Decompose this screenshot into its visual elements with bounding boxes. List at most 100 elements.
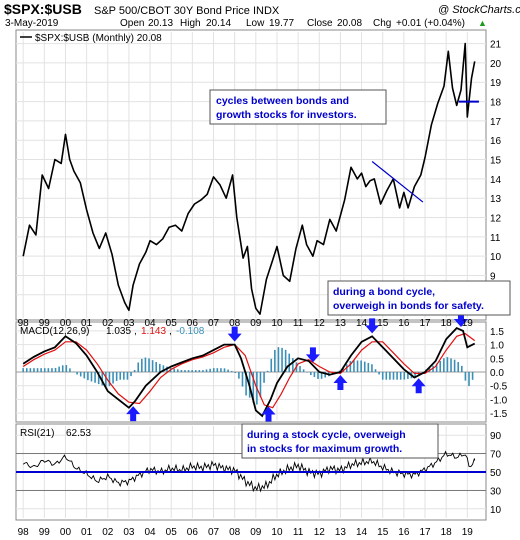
rsi-series-line bbox=[22, 450, 476, 493]
macd-histogram-bar bbox=[158, 363, 161, 372]
ohlc-low-label: Low bbox=[246, 18, 265, 29]
macd-histogram-bar bbox=[40, 368, 42, 372]
annotation-stock-line1: during a stock cycle, overweigh bbox=[247, 429, 406, 441]
macd-histogram-bar bbox=[450, 358, 452, 372]
downtrend-line bbox=[371, 161, 424, 203]
annotation-bond-line1: during a bond cycle, bbox=[333, 286, 435, 298]
rsi-legend-name: RSI(21) bbox=[20, 428, 54, 439]
price-x-tick-label: 11 bbox=[293, 318, 304, 329]
macd-histogram-bar bbox=[389, 372, 391, 380]
ohlc-chg-label: Chg bbox=[373, 18, 391, 29]
price-x-tick-label: 08 bbox=[229, 318, 241, 329]
macd-histogram-bar bbox=[61, 365, 64, 372]
watermark: @ StockCharts.com bbox=[438, 4, 520, 16]
signal-legend-value: 1.143 bbox=[141, 326, 166, 337]
macd-histogram-bar bbox=[245, 372, 247, 396]
macd-histogram-bar bbox=[87, 372, 89, 381]
macd-histogram-bar bbox=[180, 370, 183, 372]
macd-histogram-bar bbox=[123, 372, 125, 380]
macd-histogram-bar bbox=[36, 368, 39, 372]
macd-histogram-bar bbox=[414, 372, 416, 378]
symbol-description: S&P 500/CBOT 30Y Bond Price INDX bbox=[94, 5, 280, 17]
macd-histogram-bar bbox=[435, 363, 438, 372]
ohlc-close-value: 20.08 bbox=[337, 18, 362, 29]
macd-histogram-bar bbox=[320, 372, 323, 379]
price-x-tick-label: 10 bbox=[271, 318, 283, 329]
macd-histogram-bar bbox=[115, 372, 118, 381]
signal-series-line bbox=[22, 332, 476, 409]
price-y-tick-label: 13 bbox=[490, 194, 502, 205]
macd-histogram-bar bbox=[363, 361, 366, 372]
macd-histogram-bar bbox=[184, 370, 186, 372]
macd-histogram-bar bbox=[65, 365, 68, 372]
macd-histogram-bar bbox=[356, 360, 359, 372]
rsi-legend-value: 62.53 bbox=[66, 428, 91, 439]
macd-histogram-bar bbox=[230, 370, 233, 372]
rsi-x-tick-label: 08 bbox=[229, 527, 241, 538]
rsi-x-tick-label: 10 bbox=[271, 527, 283, 538]
rsi-x-tick-label: 17 bbox=[419, 527, 431, 538]
price-x-tick-label: 13 bbox=[335, 318, 347, 329]
macd-histogram-bar bbox=[202, 370, 204, 372]
macd-histogram-bar bbox=[29, 368, 32, 372]
macd-histogram-bar bbox=[399, 372, 402, 380]
macd-histogram-bar bbox=[374, 369, 377, 372]
macd-histogram-bar bbox=[22, 368, 24, 372]
macd-histogram-bar bbox=[173, 368, 175, 372]
macd-histogram-bar bbox=[187, 370, 190, 372]
arrow-down-shape bbox=[227, 326, 242, 342]
macd-histogram-bar bbox=[270, 358, 273, 372]
rsi-y-tick-label: 10 bbox=[490, 505, 502, 516]
macd-histogram-bar bbox=[317, 372, 319, 379]
macd-histogram-bar bbox=[105, 372, 107, 387]
macd-legend-name: MACD(12,26,9) bbox=[20, 326, 89, 337]
price-x-tick-label: 09 bbox=[250, 318, 262, 329]
price-x-tick-label: 12 bbox=[314, 318, 326, 329]
macd-histogram-bar bbox=[288, 353, 291, 372]
macd-histogram-bar bbox=[396, 372, 398, 380]
rsi-y-tick-label: 30 bbox=[490, 486, 502, 497]
macd-histogram-bar bbox=[162, 365, 165, 372]
rsi-x-tick-label: 11 bbox=[293, 527, 304, 538]
macd-arrow-icon bbox=[126, 406, 141, 422]
macd-histogram-bar bbox=[324, 372, 326, 378]
macd-histogram-bar bbox=[33, 368, 35, 372]
macd-arrow-icon bbox=[227, 326, 242, 342]
rsi-x-tick-label: 03 bbox=[123, 527, 135, 538]
macd-histogram-bar bbox=[54, 367, 57, 372]
annotation-cycles-line1: cycles between bonds and bbox=[216, 95, 349, 107]
price-y-tick-label: 9 bbox=[490, 271, 496, 282]
macd-histogram-bar bbox=[266, 370, 269, 372]
macd-histogram-bar bbox=[148, 358, 150, 372]
macd-histogram-bar bbox=[360, 360, 362, 372]
rsi-x-tick-label: 98 bbox=[18, 527, 30, 538]
price-x-tick-label: 19 bbox=[462, 318, 474, 329]
macd-y-tick-label: 0.5 bbox=[490, 354, 504, 365]
macd-series-line bbox=[22, 327, 476, 418]
macd-histogram-bar bbox=[446, 357, 449, 372]
price-y-tick-label: 21 bbox=[490, 40, 502, 51]
rsi-y-tick-label: 50 bbox=[490, 468, 502, 479]
price-x-tick-label: 05 bbox=[166, 318, 178, 329]
price-x-tick-label: 18 bbox=[441, 318, 453, 329]
ohlc-chg-value: +0.01 (+0.04%) bbox=[396, 18, 465, 29]
macd-legend-value: 1.035 bbox=[106, 326, 131, 337]
macd-y-tick-label: 0.0 bbox=[490, 368, 504, 379]
macd-histogram-bar bbox=[205, 369, 208, 372]
macd-histogram-bar bbox=[281, 347, 283, 372]
macd-histogram-bar bbox=[130, 372, 132, 377]
macd-histogram-bar bbox=[241, 372, 244, 387]
macd-histogram-bar bbox=[407, 372, 409, 379]
macd-histogram-bar bbox=[58, 366, 60, 372]
macd-arrow-icon bbox=[305, 347, 320, 363]
rsi-x-tick-label: 05 bbox=[166, 527, 178, 538]
price-x-tick-label: 07 bbox=[208, 318, 220, 329]
macd-histogram-bar bbox=[367, 362, 370, 372]
macd-histogram-bar bbox=[90, 372, 93, 382]
price-y-tick-label: 11 bbox=[490, 233, 501, 244]
macd-histogram-bar bbox=[234, 372, 237, 373]
macd-histogram-bar bbox=[94, 372, 96, 383]
ohlc-low-value: 19.77 bbox=[269, 18, 294, 29]
macd-histogram-bar bbox=[72, 371, 75, 373]
macd-histogram-bar bbox=[108, 372, 111, 387]
